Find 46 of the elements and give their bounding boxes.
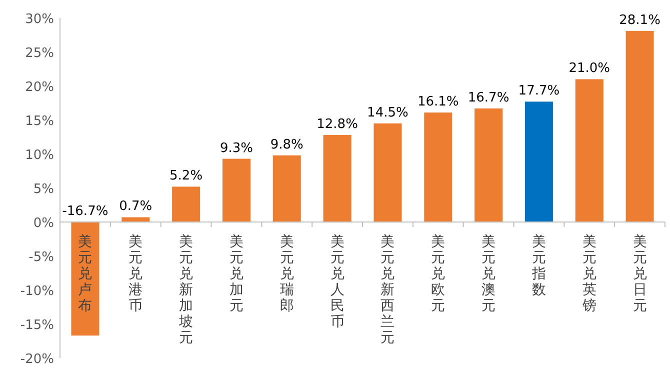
y-tick-label: -5% <box>28 250 54 265</box>
data-label: 9.8% <box>270 137 304 152</box>
data-label: 17.7% <box>518 84 560 99</box>
data-label: 16.1% <box>417 94 459 110</box>
data-label: 0.7% <box>119 199 152 214</box>
y-tick-label: 5% <box>33 182 54 197</box>
bar <box>222 158 250 222</box>
data-label: 14.5% <box>367 105 408 120</box>
x-tick-label: 美元兑人民币 <box>330 234 344 330</box>
y-tick-label: 20% <box>25 80 54 95</box>
y-tick-label: -20% <box>20 352 54 367</box>
data-label: -16.7% <box>62 204 108 219</box>
x-tick-label: 美元指数 <box>530 234 546 298</box>
y-tick-label: 25% <box>25 46 54 61</box>
data-label: 12.8% <box>316 116 358 132</box>
data-label: 5.2% <box>170 168 203 184</box>
bar <box>626 30 654 222</box>
data-label: 21.0% <box>568 61 610 76</box>
x-tick-label: 美元兑瑞郎 <box>280 234 294 314</box>
x-tick-label: 美元兑卢布 <box>78 234 92 314</box>
x-tick-label: 美元兑日元 <box>632 234 647 314</box>
bar <box>272 155 301 222</box>
data-label: 16.7% <box>468 90 510 106</box>
y-tick-label: 10% <box>25 148 54 163</box>
x-tick-label: 美元兑新西兰元 <box>380 234 395 346</box>
bar <box>474 108 503 222</box>
bar <box>323 134 352 222</box>
y-tick-label: -10% <box>20 284 54 299</box>
y-tick-label: 30% <box>25 12 54 27</box>
bar <box>122 217 150 222</box>
y-tick-label: -15% <box>20 318 54 333</box>
x-tick-label: 美元兑英镑 <box>581 234 596 314</box>
data-label: 9.3% <box>220 140 253 156</box>
bar <box>524 102 553 222</box>
x-tick-label: 美元兑新加坡元 <box>178 234 194 346</box>
x-tick-label: 美元兑欧元 <box>431 234 446 314</box>
bar <box>374 123 402 222</box>
x-tick-label: 美元兑澳元 <box>482 234 496 314</box>
y-tick-label: 15% <box>25 114 54 129</box>
bar <box>575 79 604 222</box>
bar <box>424 112 452 222</box>
bar <box>172 186 200 222</box>
x-tick-label: 美元兑港币 <box>128 234 143 314</box>
x-tick-label: 美元兑加元 <box>229 234 244 314</box>
data-label: 28.1% <box>619 12 660 28</box>
y-tick-label: 0% <box>33 216 54 231</box>
